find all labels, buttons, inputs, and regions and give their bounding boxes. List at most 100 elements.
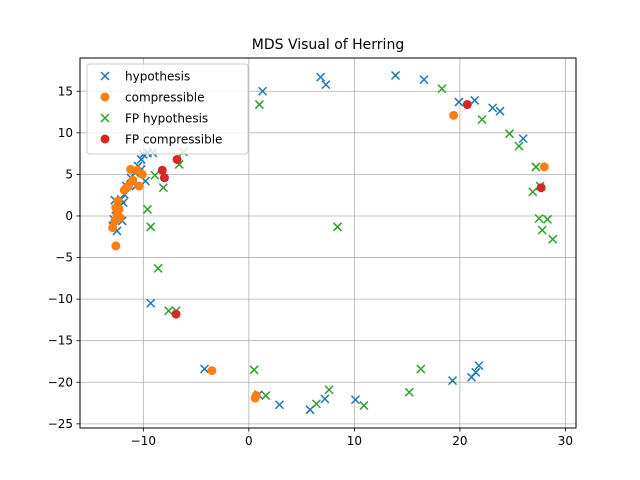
data-point-compressible	[134, 181, 144, 191]
data-point-fp-hypothesis	[528, 187, 538, 197]
legend-marker-fp-compressible	[100, 134, 110, 144]
data-point-hypothesis	[495, 106, 505, 116]
data-point-fp-hypothesis	[324, 385, 334, 395]
data-point-hypothesis	[419, 75, 429, 85]
x-tick-label: −10	[131, 434, 156, 448]
x-tick-label: 30	[558, 434, 573, 448]
data-point-hypothesis	[447, 376, 458, 386]
marker-stroke	[548, 234, 558, 244]
data-point-hypothesis	[470, 95, 480, 105]
marker-stroke	[311, 399, 321, 409]
marker-stroke	[419, 75, 429, 85]
data-point-compressible	[113, 196, 123, 206]
data-point-hypothesis	[146, 298, 156, 308]
data-point-hypothesis	[199, 364, 210, 374]
legend-marker-compressible	[100, 92, 110, 102]
marker-stroke	[274, 400, 284, 410]
marker-stroke	[261, 391, 271, 401]
y-tick-label: −25	[48, 417, 73, 431]
marker-stroke	[404, 387, 414, 397]
data-point-hypothesis	[474, 361, 484, 371]
marker-stroke	[146, 298, 156, 308]
series-fp-compressible	[157, 100, 546, 319]
data-point-fp-compressible	[157, 165, 167, 175]
data-point-fp-hypothesis	[437, 84, 447, 94]
data-point-hypothesis	[471, 367, 481, 377]
ticks-layer: −10 0 10 20 30 −25 −20 −15 −10 −5 0 5 10 15	[48, 84, 573, 448]
data-point-hypothesis	[320, 394, 330, 404]
axes-frame	[79, 57, 577, 429]
y-tick-label: −10	[48, 292, 73, 306]
marker-stroke	[320, 394, 330, 404]
marker-stroke	[454, 97, 464, 107]
marker-stroke	[495, 106, 505, 116]
marker-stroke	[100, 113, 110, 123]
data-point-compressible	[449, 110, 459, 120]
marker-stroke	[437, 84, 447, 94]
data-point-hypothesis	[350, 395, 360, 405]
legend-item-hypothesis: hypothesis	[100, 70, 190, 84]
marker-stroke	[158, 183, 168, 193]
marker-stroke	[100, 71, 110, 81]
marker-stroke	[470, 95, 480, 105]
marker-stroke	[477, 114, 487, 125]
data-point-fp-hypothesis	[249, 365, 259, 375]
x-tick-label: 0	[245, 434, 253, 448]
marker-stroke	[534, 213, 544, 224]
data-point-compressible	[250, 393, 260, 403]
marker-stroke	[542, 214, 553, 224]
data-point-compressible	[137, 169, 147, 179]
data-point-hypothesis	[316, 72, 326, 82]
chart-title: MDS Visual of Herring	[252, 37, 404, 53]
legend: hypothesis compressible FP hypothesis FP co…	[86, 63, 249, 155]
data-point-fp-hypothesis	[254, 100, 264, 110]
data-point-fp-compressible	[172, 154, 182, 164]
marker-stroke	[474, 361, 484, 371]
data-point-fp-hypothesis	[158, 183, 168, 193]
legend-label-fp-compressible: FP compressible	[125, 133, 222, 147]
marker-stroke	[249, 365, 259, 375]
legend-box	[86, 63, 249, 155]
data-point-fp-hypothesis	[534, 213, 544, 224]
marker-stroke	[332, 222, 343, 232]
series-compressible	[108, 110, 549, 403]
marker-stroke	[514, 141, 524, 151]
data-point-fp-compressible	[536, 183, 546, 193]
marker-stroke	[316, 72, 326, 82]
marker-stroke	[350, 395, 360, 405]
data-point-compressible	[114, 204, 124, 214]
data-point-fp-compressible	[462, 100, 472, 110]
legend-label-hypothesis: hypothesis	[125, 70, 190, 84]
marker-stroke	[164, 306, 174, 316]
data-point-hypothesis	[488, 103, 498, 113]
y-tick-label: 15	[58, 84, 73, 98]
data-point-fp-hypothesis	[548, 234, 558, 244]
legend-marker-hypothesis	[100, 71, 110, 81]
data-point-fp-hypothesis	[416, 364, 426, 374]
data-point-fp-hypothesis	[359, 401, 369, 411]
data-point-fp-hypothesis	[311, 399, 321, 409]
y-tick-label: −15	[48, 334, 73, 348]
y-tick-label: 0	[65, 209, 73, 223]
marker-stroke	[254, 100, 264, 110]
data-point-compressible	[115, 213, 125, 223]
marker-stroke	[199, 364, 210, 374]
marker-stroke	[531, 162, 541, 172]
marker-stroke	[324, 385, 334, 395]
legend-item-fp-compressible: FP compressible	[100, 133, 222, 147]
data-point-hypothesis	[454, 97, 464, 107]
data-point-fp-compressible	[159, 173, 169, 183]
data-point-fp-hypothesis	[332, 222, 343, 232]
x-tick-label: 10	[347, 434, 362, 448]
data-point-fp-hypothesis	[404, 387, 414, 397]
data-point-fp-hypothesis	[146, 222, 156, 232]
marker-stroke	[146, 222, 156, 232]
marker-stroke	[488, 103, 498, 113]
data-point-fp-hypothesis	[537, 225, 547, 235]
marker-stroke	[391, 70, 401, 80]
y-tick-label: 10	[58, 126, 73, 140]
marker-stroke	[174, 159, 184, 169]
marker-stroke	[518, 134, 528, 144]
data-point-fp-hypothesis	[477, 114, 487, 125]
y-tick-label: −5	[55, 251, 73, 265]
